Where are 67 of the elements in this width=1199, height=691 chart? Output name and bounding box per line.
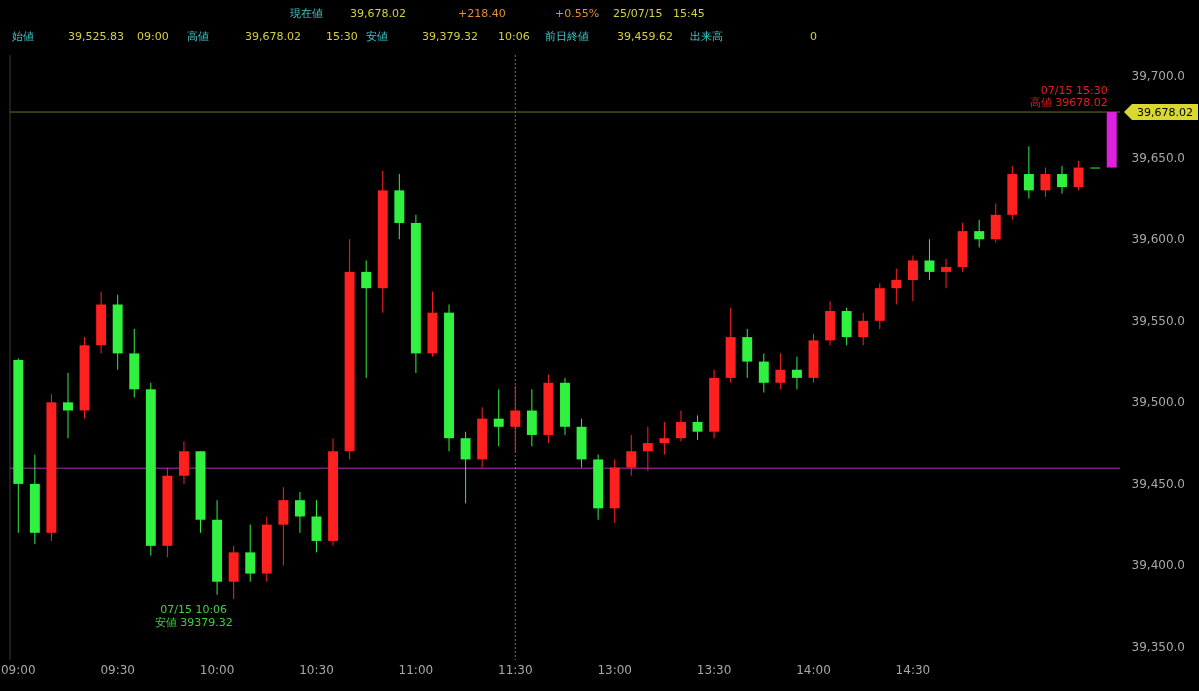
y-tick-label: 39,650.0 [1131,150,1185,165]
candlestick [858,312,869,346]
text: 出来高 [690,30,723,43]
text: 始値 [12,30,34,43]
candlestick [941,258,952,289]
x-tick-label: 09:00 [0,663,36,677]
x-tick-label: 14:00 [796,663,831,677]
x-tick-label: 13:00 [597,663,632,677]
text: 前日終値 [545,30,589,43]
candlestick [642,426,653,472]
candlestick [361,259,372,379]
text: 25/07/15 [613,7,663,20]
candlestick [791,356,802,390]
text: 39,525.83 [68,30,124,43]
text: 39,678.02 [245,30,301,43]
candlestick [692,414,703,441]
candlestick [775,352,786,390]
annotation: 高値 39678.02 [1029,96,1108,110]
y-tick-label: 39,550.0 [1131,313,1185,328]
ref-line-label: 39,678.02 [1137,106,1193,120]
text: 0 [810,30,817,43]
text: 15:30 [326,30,358,43]
x-tick-label: 14:30 [895,663,931,677]
y-tick-label: 39,350.0 [1131,639,1185,654]
text: +218.40 [458,7,506,20]
y-tick-label: 39,400.0 [1131,558,1185,573]
y-tick-label: 39,450.0 [1131,476,1185,491]
candlestick [1073,160,1084,191]
candlestick [626,434,637,477]
candlestick [974,219,985,248]
x-tick-label: 10:30 [299,663,334,677]
text: 15:45 [673,7,705,20]
x-tick-label: 11:30 [498,663,533,677]
x-tick-label: 09:30 [100,663,135,677]
candlestick [924,238,935,281]
candlestick [245,524,256,583]
y-tick-label: 39,500.0 [1131,395,1185,410]
candlestick [1040,167,1051,198]
text: 安値 [366,30,388,43]
candlestick [758,352,769,394]
x-tick-label: 13:30 [696,663,732,677]
candlestick [460,431,471,504]
x-tick-label: 11:00 [398,663,434,677]
text: 39,379.32 [422,30,478,43]
annotation: 07/15 15:30 [1040,84,1108,98]
text: 39,459.62 [617,30,673,43]
candlestick [493,388,504,447]
candlestick [510,385,521,452]
y-tick-label: 39,700.0 [1131,69,1185,84]
candlestick [1023,145,1034,199]
text: 10:06 [498,30,530,43]
candlestick [659,421,670,456]
candlestick [63,372,73,439]
text: 39,678.02 [350,7,406,20]
text: 現在値 [290,7,323,20]
candlestick [1057,165,1067,195]
candlestick [676,410,686,442]
text: 09:00 [137,30,169,43]
x-tick-label: 10:00 [199,663,235,677]
candlestick [294,491,305,534]
text: 高値 [187,30,209,43]
text: +0.55% [555,7,600,20]
annotation: 07/15 10:06 [160,603,228,617]
y-tick-label: 39,600.0 [1131,232,1185,247]
candlestick [907,255,918,302]
annotation: 安値 39379.32 [154,616,233,630]
candlestick [891,268,902,305]
